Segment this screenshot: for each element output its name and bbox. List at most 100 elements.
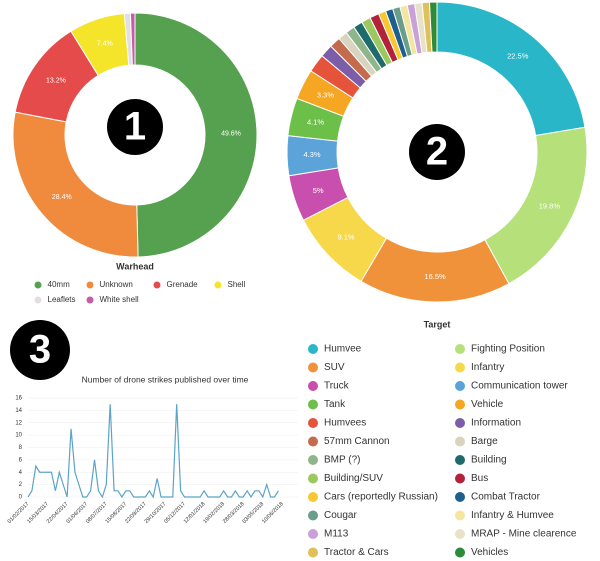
badge-circle: [107, 99, 163, 155]
y-tick-label: 16: [15, 396, 22, 402]
legend-label: MRAP - Mine clearence: [471, 529, 577, 540]
badge-circle: [10, 320, 70, 380]
legend-label: 57mm Cannon: [324, 436, 390, 447]
legend-label: Bus: [471, 473, 488, 484]
legend-label: Infantry: [471, 362, 504, 373]
donut-slice: [12, 111, 139, 258]
legend-label: Shell: [228, 280, 246, 289]
legend-marker: [214, 281, 222, 289]
chart-title: Warhead: [116, 261, 154, 271]
legend-label: Vehicles: [471, 547, 508, 558]
legend-label: BMP (?): [324, 455, 361, 466]
legend-marker: [308, 344, 318, 354]
legend-marker: [308, 492, 318, 502]
donut-slice: [428, 1, 438, 53]
legend-marker: [455, 362, 465, 373]
slice-label: 49.6%: [221, 131, 241, 138]
donut-slice: [360, 237, 510, 303]
y-tick-label: 10: [15, 433, 22, 439]
chart-title: Number of drone strikes published over t…: [82, 374, 249, 384]
legend-label: Truck: [324, 381, 350, 392]
legend-label: 40mm: [48, 280, 71, 289]
slice-label: 28.4%: [52, 194, 72, 201]
legend-marker: [308, 362, 318, 373]
legend-marker: [455, 381, 465, 391]
legend-label: Grenade: [167, 280, 199, 289]
legend-label: Vehicle: [471, 399, 504, 410]
slice-label: 4.1%: [307, 118, 324, 127]
slice-label: 3.3%: [317, 91, 334, 100]
legend-label: Information: [471, 418, 521, 429]
legend-marker: [308, 418, 318, 428]
legend-marker: [86, 296, 94, 304]
legend-label: Communication tower: [471, 381, 568, 392]
legend-label: M113: [324, 529, 349, 540]
legend-marker: [34, 281, 42, 289]
slice-label: 16.5%: [424, 272, 446, 281]
slice-label: 9.1%: [337, 233, 354, 242]
legend-marker: [455, 510, 465, 521]
slice-label: 13.2%: [46, 77, 66, 84]
legend-label: Tractor & Cars: [324, 547, 389, 558]
slice-label: 19.8%: [539, 202, 561, 211]
legend-label: Barge: [471, 436, 498, 447]
legend-label: Leaflets: [48, 295, 76, 304]
x-tick-label: 10/06/2018: [261, 501, 285, 525]
legend-marker: [308, 547, 318, 558]
legend-marker: [455, 399, 465, 410]
legend-marker: [308, 510, 318, 521]
y-tick-label: 6: [19, 457, 23, 463]
badge-number: 2: [426, 130, 448, 174]
legend-label: Cougar: [324, 510, 357, 521]
legend-marker: [34, 296, 42, 304]
donut-slice: [134, 12, 258, 258]
y-tick-label: 8: [19, 445, 23, 451]
legend-marker: [308, 399, 318, 410]
legend-label: Humvee: [324, 344, 362, 355]
legend-marker: [455, 344, 465, 354]
legend-label: White shell: [100, 295, 139, 304]
donut-slice: [484, 126, 588, 285]
chart-title: Target: [424, 319, 451, 329]
slice-label: 22.5%: [507, 52, 529, 61]
slice-label: 4.3%: [303, 150, 320, 159]
line-series: [27, 404, 279, 499]
y-tick-label: 14: [15, 408, 22, 414]
y-tick-label: 2: [19, 482, 23, 488]
legend-marker: [308, 529, 318, 539]
legend-marker: [308, 455, 318, 465]
badge-number: 1: [124, 105, 146, 149]
legend-label: Fighting Position: [471, 344, 545, 355]
legend-marker: [455, 492, 465, 502]
legend-marker: [455, 473, 465, 484]
badge-circle: [409, 124, 465, 180]
legend-marker: [455, 455, 465, 465]
legend-label: Building: [471, 455, 507, 466]
legend-marker: [308, 381, 318, 391]
y-tick-label: 12: [15, 420, 22, 426]
legend-label: Infantry & Humvee: [471, 510, 554, 521]
donut-slice: [129, 12, 136, 66]
legend-marker: [153, 281, 161, 289]
legend-marker: [455, 547, 465, 558]
legend-label: Cars (reportedly Russian): [324, 492, 438, 503]
legend-label: SUV: [324, 362, 345, 373]
legend-label: Building/SUV: [324, 473, 383, 484]
legend-marker: [86, 281, 94, 289]
legend-label: Tank: [324, 399, 346, 410]
slice-label: 5%: [313, 186, 324, 195]
y-tick-label: 0: [19, 495, 23, 501]
legend-marker: [455, 529, 465, 539]
legend-marker: [455, 418, 465, 428]
y-tick-label: 4: [19, 470, 23, 476]
legend-marker: [308, 473, 318, 484]
badge-number: 3: [29, 328, 51, 372]
legend-label: Humvees: [324, 418, 366, 429]
donut-slice: [436, 1, 586, 137]
legend-marker: [455, 436, 465, 447]
slice-label: 7.4%: [97, 41, 113, 48]
legend-label: Combat Tractor: [471, 492, 541, 503]
legend-label: Unknown: [100, 280, 133, 289]
legend-marker: [308, 436, 318, 447]
